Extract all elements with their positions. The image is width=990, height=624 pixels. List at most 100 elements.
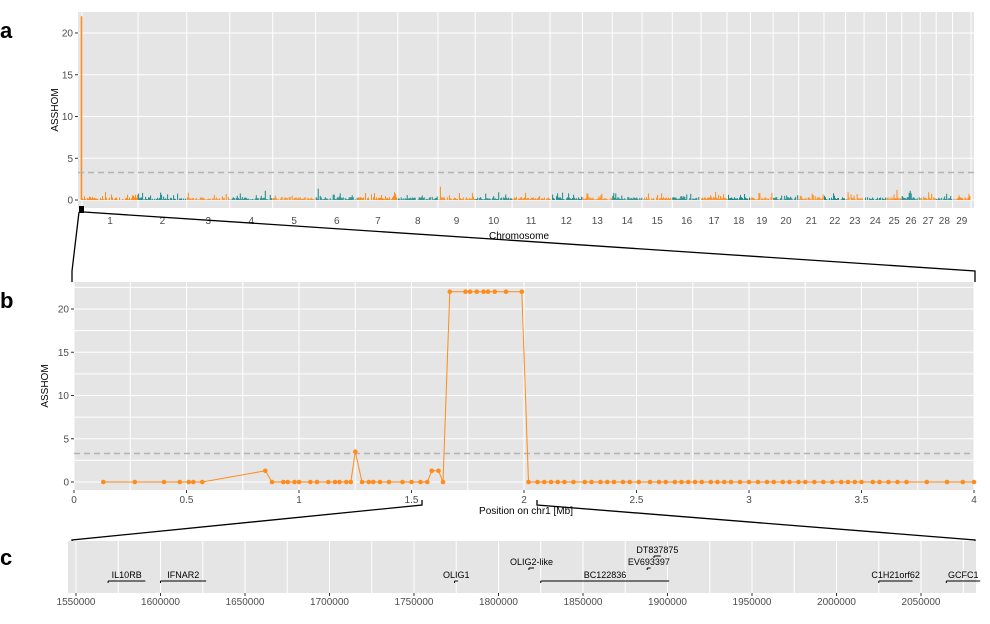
panel-b-data-point: [571, 479, 576, 485]
panel-b-x-axis-title: Position on chr1 [Mb]: [479, 506, 573, 517]
panel-b-data-point: [582, 479, 588, 485]
panel-a-x-tick-label: 13: [592, 216, 604, 227]
panel-b-data-point: [366, 479, 372, 485]
panel-a-x-tick-label: 2: [160, 216, 166, 227]
panel-b-data-point: [353, 449, 358, 455]
panel-a-x-tick-label: 14: [622, 216, 634, 227]
panel-b-data-point: [503, 289, 509, 295]
panel-b-data-point: [191, 479, 196, 485]
panel-b-data-point: [895, 479, 900, 485]
panel-b-data-point: [186, 479, 192, 485]
panel-b-x-tick-label: 3: [746, 495, 752, 506]
panel-b-data-point: [519, 289, 525, 295]
panel-a-x-tick-label: 29: [956, 216, 968, 227]
panel-b-data-point: [285, 479, 291, 485]
panel-c-gene-label: DT837875: [636, 545, 678, 555]
panel-b-data-point: [715, 479, 720, 485]
panel-a-x-tick-label: 24: [870, 216, 882, 227]
panel-b-data-point: [870, 479, 876, 485]
panel-b-data-point: [337, 479, 342, 485]
panel-b-data-point: [326, 479, 331, 485]
panel-b-data-point: [308, 479, 313, 485]
panel-b-data-point: [605, 479, 610, 485]
zoom-line-right-bc: [536, 500, 976, 546]
panel-b-grid: [73, 282, 975, 490]
panel-b-data-point: [562, 479, 567, 485]
panel-c-grid: [75, 541, 964, 593]
panel-b-data-point: [436, 468, 441, 474]
panel-b-data-point: [672, 479, 678, 485]
panel-b-data-point: [764, 479, 770, 485]
panel-a-x-tick-label: 9: [454, 216, 460, 227]
panel-a-x-tick-label: 1: [107, 216, 113, 227]
panel-b-data-point: [447, 289, 453, 295]
panel-b-data-point: [598, 479, 603, 485]
panel-b-data-point: [663, 479, 669, 485]
panel-b-y-tick-label: 20: [58, 305, 70, 316]
panel-b-data-point: [348, 479, 354, 485]
panel-c-x-tick-label: 1750000: [395, 597, 434, 608]
panel-b-chart: 0 5 10 15 20 0 0.5 1 1.5 2 2.5 3 3.5 4 ASSHOM Positi…: [40, 282, 977, 517]
panel-b-data-point: [839, 479, 844, 485]
panel-a-x-tick-label: 4: [248, 216, 254, 227]
panel-b-data-point: [924, 479, 930, 485]
panel-b-data-point: [755, 479, 761, 485]
panel-c-x-tick-label: 1550000: [57, 597, 96, 608]
panel-b-data-point: [771, 479, 777, 485]
panel-c-x-tick-label: 1950000: [733, 597, 772, 608]
panel-a-x-tick-label: 23: [849, 216, 861, 227]
panel-a-bars: [80, 16, 971, 200]
panel-b-data-point: [492, 289, 498, 295]
panel-a-y-tick-label: 15: [62, 70, 74, 81]
panel-a-y-tick-label: 0: [67, 196, 73, 207]
panel-b-data-point: [812, 479, 817, 485]
panel-b-y-axis-title: ASSHOM: [40, 364, 51, 407]
panel-c-x-tick-label: 1600000: [141, 597, 180, 608]
panel-b-data-point: [886, 479, 891, 485]
panel-c-gene-label: IL10RB: [112, 570, 142, 580]
panel-b-data-point: [555, 479, 561, 485]
panel-c-x-tick-label: 1900000: [648, 597, 687, 608]
panel-a-y-tick-label: 5: [67, 154, 73, 165]
panel-b-data-point: [485, 289, 491, 295]
panel-a-y-axis-title: ASSHOM: [50, 88, 61, 131]
panel-a-x-axis: 1 2 3 4 5 6 7 8 9 10 11 12 13 14 15 16 17 18 19 20 21 22 23 24 2…: [107, 216, 967, 227]
panel-b-data-point: [359, 479, 365, 485]
panel-b-data-point: [548, 479, 554, 485]
panel-b-data-point: [611, 479, 617, 485]
panel-c-gene-label: IFNAR2: [167, 570, 199, 580]
panel-a-x-tick-label: 20: [780, 216, 792, 227]
panel-c-x-tick-label: 1700000: [310, 597, 349, 608]
panel-c-x-tick-label: 2050000: [902, 597, 941, 608]
panel-b-data-point: [474, 289, 480, 295]
panel-b-data-point: [467, 289, 473, 295]
panel-b-data-point: [647, 479, 653, 485]
panel-b-x-tick-label: 2.5: [630, 495, 644, 506]
panel-c-x-tick-label: 1850000: [564, 597, 603, 608]
panel-b-x-tick-label: 2: [521, 495, 527, 506]
panel-a-y-tick-label: 20: [62, 29, 74, 40]
panel-b-data-point: [737, 479, 743, 485]
panel-c-plot-area: [68, 541, 976, 593]
zoom-region-marker-a: [79, 206, 84, 213]
panel-b-data-point: [296, 479, 302, 485]
panel-c-gene-label: OLIG2-like: [510, 557, 553, 567]
panel-a-x-tick-label: 12: [561, 216, 573, 227]
panel-b-data-point: [463, 289, 468, 295]
panel-a-x-tick-label: 21: [806, 216, 818, 227]
panel-c-x-tick-label: 2000000: [817, 597, 856, 608]
panel-b-data-point: [481, 289, 486, 295]
panel-b-data-point: [332, 479, 338, 485]
panel-a-x-tick-label: 17: [708, 216, 720, 227]
panel-b-x-tick-label: 4: [971, 495, 977, 506]
panel-b-data-point: [400, 479, 405, 485]
zoom-line-left-ab: [71, 211, 80, 282]
panel-c-gene-label: EV693397: [628, 557, 670, 567]
panel-b-data-point: [686, 479, 691, 485]
panel-a-x-tick-label: 7: [375, 216, 381, 227]
panel-c-gene-label: GCFC1: [948, 570, 979, 580]
panel-b-x-tick-label: 0: [71, 495, 77, 506]
panel-b-data-point: [425, 479, 430, 485]
